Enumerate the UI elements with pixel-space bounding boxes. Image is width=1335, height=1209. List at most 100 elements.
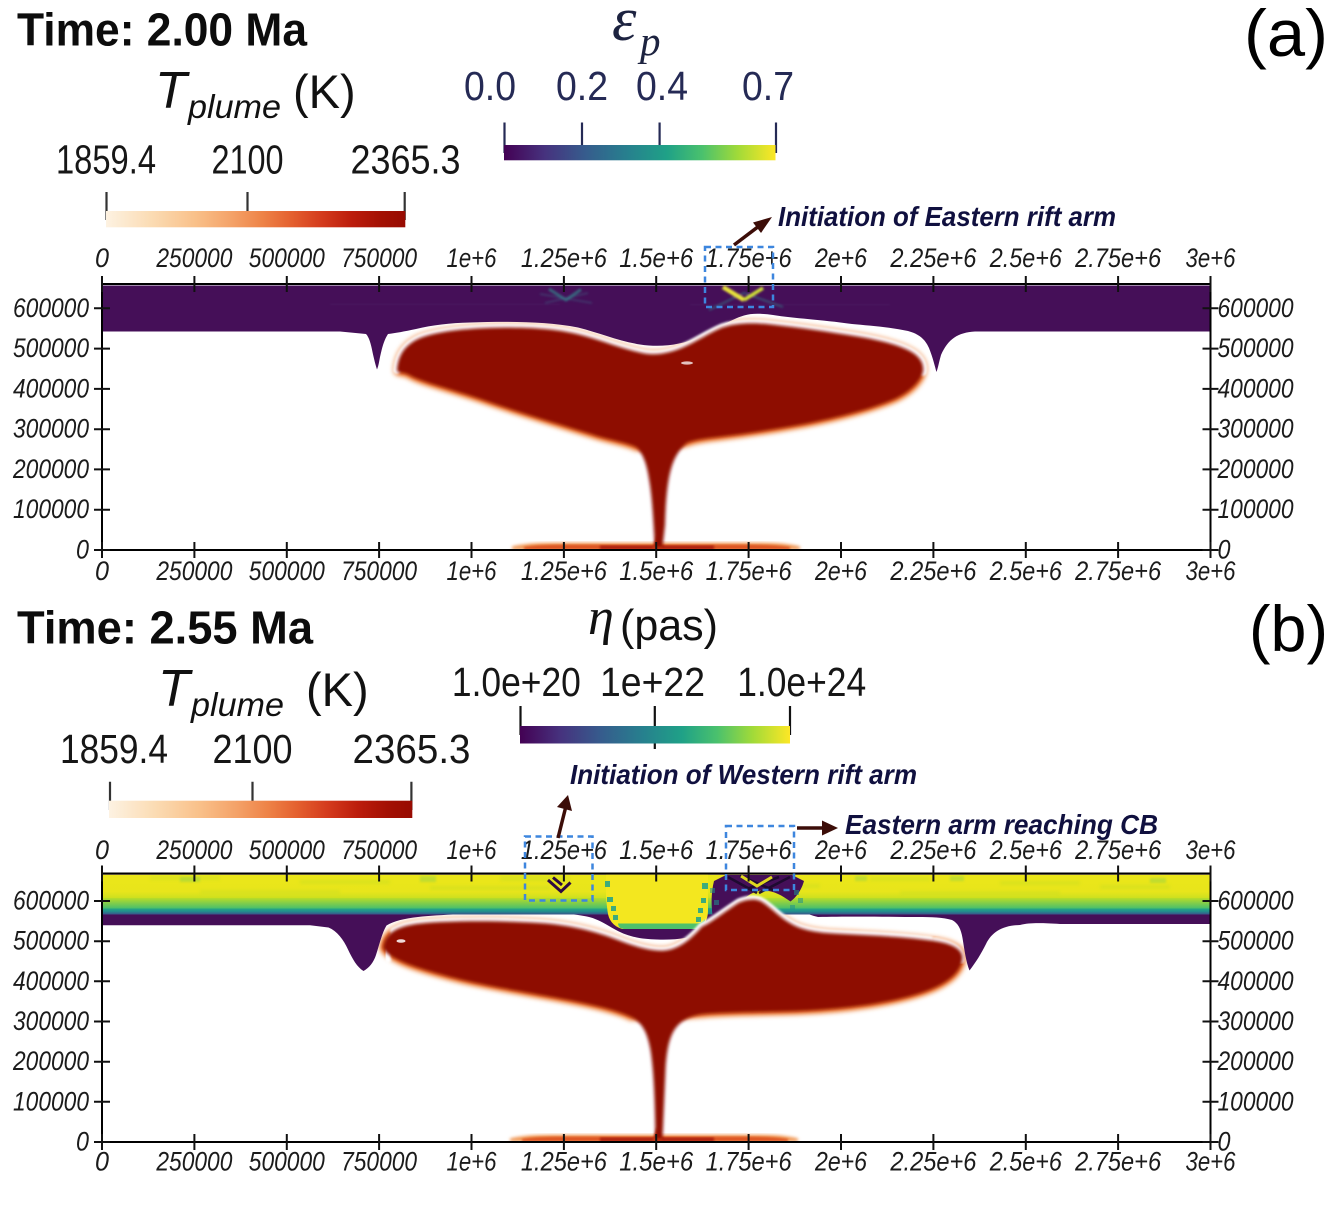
svg-text:(K): (K) [306, 663, 369, 716]
svg-text:2365.3: 2365.3 [353, 726, 471, 772]
svg-text:Initiation of Eastern rift arm: Initiation of Eastern rift arm [778, 201, 1116, 232]
svg-text:Time: 2.00 Ma: Time: 2.00 Ma [17, 4, 307, 56]
svg-text:500000: 500000 [13, 926, 89, 956]
svg-text:ε: ε [612, 0, 637, 54]
svg-text:2.25e+6: 2.25e+6 [890, 1147, 977, 1177]
svg-text:100000: 100000 [1218, 1086, 1294, 1116]
svg-text:200000: 200000 [1217, 1046, 1294, 1076]
svg-text:1.25e+6: 1.25e+6 [521, 556, 607, 586]
svg-text:0: 0 [76, 535, 89, 565]
svg-text:0: 0 [76, 1127, 89, 1157]
svg-text:1e+6: 1e+6 [447, 1147, 497, 1177]
svg-text:1.5e+6: 1.5e+6 [619, 243, 693, 273]
svg-text:0.0: 0.0 [464, 63, 516, 109]
svg-text:100000: 100000 [13, 1086, 89, 1116]
svg-text:250000: 250000 [156, 1147, 233, 1177]
svg-text:2.5e+6: 2.5e+6 [989, 243, 1062, 273]
svg-text:0: 0 [1218, 1127, 1231, 1157]
svg-text:3e+6: 3e+6 [1186, 835, 1236, 865]
svg-text:T: T [158, 660, 193, 718]
svg-text:400000: 400000 [13, 966, 89, 996]
svg-text:plume: plume [190, 686, 284, 723]
svg-text:1.0e+20: 1.0e+20 [452, 659, 581, 705]
svg-text:1.5e+6: 1.5e+6 [619, 1147, 693, 1177]
svg-text:600000: 600000 [1218, 293, 1294, 323]
svg-text:Eastern arm reaching CB: Eastern arm reaching CB [845, 809, 1158, 840]
svg-text:1.25e+6: 1.25e+6 [521, 1147, 607, 1177]
svg-text:(a): (a) [1244, 0, 1328, 70]
svg-text:plume: plume [187, 88, 281, 125]
svg-text:200000: 200000 [12, 1046, 89, 1076]
svg-text:750000: 750000 [341, 556, 417, 586]
svg-text:0.4: 0.4 [636, 63, 688, 109]
svg-text:500000: 500000 [249, 556, 325, 586]
svg-text:2e+6: 2e+6 [814, 1147, 867, 1177]
svg-text:500000: 500000 [249, 1147, 325, 1177]
svg-text:1e+22: 1e+22 [600, 659, 705, 705]
svg-text:300000: 300000 [1218, 414, 1294, 444]
svg-text:500000: 500000 [13, 333, 89, 363]
svg-text:3e+6: 3e+6 [1186, 556, 1236, 586]
svg-text:100000: 100000 [13, 494, 89, 524]
svg-text:Initiation of Western rift arm: Initiation of Western rift arm [570, 759, 917, 790]
svg-text:2e+6: 2e+6 [814, 243, 867, 273]
svg-text:1.0e+24: 1.0e+24 [737, 659, 866, 705]
svg-text:0.7: 0.7 [742, 63, 794, 109]
svg-text:600000: 600000 [13, 293, 89, 323]
svg-text:(b): (b) [1249, 592, 1328, 665]
svg-text:1859.4: 1859.4 [60, 726, 168, 772]
svg-text:0: 0 [1218, 535, 1231, 565]
svg-text:1.25e+6: 1.25e+6 [521, 243, 607, 273]
svg-text:0: 0 [95, 556, 109, 586]
svg-text:0: 0 [95, 1147, 109, 1177]
svg-text:1.75e+6: 1.75e+6 [706, 835, 792, 865]
svg-text:100000: 100000 [1218, 494, 1294, 524]
svg-text:400000: 400000 [13, 373, 89, 403]
svg-text:1.75e+6: 1.75e+6 [706, 1147, 792, 1177]
svg-text:Time: 2.55 Ma: Time: 2.55 Ma [17, 602, 313, 654]
svg-text:300000: 300000 [13, 1006, 89, 1036]
svg-text:2.5e+6: 2.5e+6 [989, 835, 1062, 865]
svg-text:2.25e+6: 2.25e+6 [890, 835, 977, 865]
svg-text:T: T [155, 62, 190, 120]
svg-text:200000: 200000 [12, 454, 89, 484]
svg-text:2e+6: 2e+6 [814, 835, 867, 865]
svg-text:2.25e+6: 2.25e+6 [890, 556, 977, 586]
svg-text:750000: 750000 [341, 835, 417, 865]
svg-text:2.5e+6: 2.5e+6 [989, 1147, 1062, 1177]
svg-text:1e+6: 1e+6 [447, 556, 497, 586]
svg-text:250000: 250000 [156, 243, 233, 273]
svg-text:400000: 400000 [1218, 966, 1294, 996]
svg-text:1.25e+6: 1.25e+6 [521, 835, 607, 865]
svg-text:500000: 500000 [249, 835, 325, 865]
svg-text:0: 0 [95, 835, 109, 865]
svg-text:0.2: 0.2 [556, 63, 608, 109]
svg-text:3e+6: 3e+6 [1186, 1147, 1236, 1177]
svg-text:500000: 500000 [1218, 926, 1294, 956]
svg-text:600000: 600000 [1218, 886, 1294, 916]
svg-text:0: 0 [95, 243, 109, 273]
svg-text:250000: 250000 [156, 835, 233, 865]
svg-text:1.75e+6: 1.75e+6 [706, 556, 792, 586]
svg-text:200000: 200000 [1217, 454, 1294, 484]
svg-text:2.75e+6: 2.75e+6 [1074, 243, 1161, 273]
svg-text:1e+6: 1e+6 [447, 243, 497, 273]
svg-text:750000: 750000 [341, 1147, 417, 1177]
svg-text:1859.4: 1859.4 [56, 137, 156, 183]
svg-text:2.75e+6: 2.75e+6 [1074, 556, 1161, 586]
svg-text:2100: 2100 [213, 726, 293, 772]
svg-text:2.75e+6: 2.75e+6 [1074, 1147, 1161, 1177]
svg-text:300000: 300000 [13, 414, 89, 444]
svg-text:1.5e+6: 1.5e+6 [619, 835, 693, 865]
svg-text:p: p [637, 18, 661, 64]
svg-text:1.5e+6: 1.5e+6 [619, 556, 693, 586]
svg-text:1e+6: 1e+6 [447, 835, 497, 865]
svg-text:2.5e+6: 2.5e+6 [989, 556, 1062, 586]
svg-text:400000: 400000 [1218, 373, 1294, 403]
svg-text:3e+6: 3e+6 [1186, 243, 1236, 273]
svg-text:300000: 300000 [1218, 1006, 1294, 1036]
svg-text:500000: 500000 [249, 243, 325, 273]
svg-text:2e+6: 2e+6 [814, 556, 867, 586]
svg-text:2.25e+6: 2.25e+6 [890, 243, 977, 273]
svg-text:2.75e+6: 2.75e+6 [1074, 835, 1161, 865]
